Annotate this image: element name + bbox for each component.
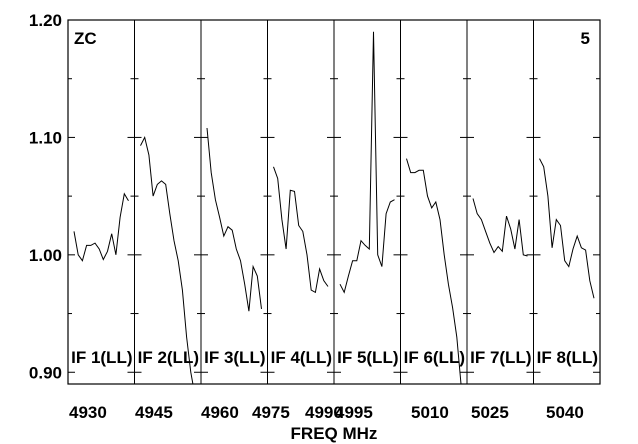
series-label: IF 3(LL) bbox=[204, 348, 265, 367]
series-line bbox=[140, 135, 194, 384]
series-line bbox=[406, 158, 462, 384]
tick-marks bbox=[68, 19, 600, 373]
x-tick-label: 4990 bbox=[305, 403, 343, 422]
x-tick-label: 4945 bbox=[135, 403, 173, 422]
series-line bbox=[73, 192, 129, 262]
y-tick-label: 1.00 bbox=[29, 246, 62, 265]
series-label: IF 4(LL) bbox=[271, 348, 332, 367]
x-tick-label: 4960 bbox=[201, 403, 239, 422]
series-line bbox=[206, 127, 262, 312]
series-label: IF 7(LL) bbox=[470, 348, 531, 367]
series-line bbox=[539, 158, 595, 299]
x-tick-label: 4975 bbox=[252, 403, 290, 422]
y-tick-label: 1.20 bbox=[29, 11, 62, 30]
x-tick-label: 5040 bbox=[546, 403, 584, 422]
corner-label-left: ZC bbox=[74, 29, 97, 48]
corner-label-right: 5 bbox=[581, 29, 590, 48]
labels: 1.20 1.10 1.00 0.90 IF 1(LL) IF 2(LL) IF 3(LL)… bbox=[29, 11, 598, 443]
series-label: IF 6(LL) bbox=[404, 348, 465, 367]
x-axis-label: FREQ MHz bbox=[291, 424, 378, 443]
series-label: IF 1(LL) bbox=[71, 348, 132, 367]
x-tick-label: 5010 bbox=[411, 403, 449, 422]
x-tick-label: 5025 bbox=[471, 403, 509, 422]
y-tick-label: 0.90 bbox=[29, 363, 62, 382]
series-label: IF 8(LL) bbox=[537, 348, 598, 367]
series-line bbox=[472, 198, 528, 257]
x-tick-label: 4930 bbox=[69, 403, 107, 422]
series-line bbox=[273, 166, 329, 294]
series-label: IF 5(LL) bbox=[337, 348, 398, 367]
series-line bbox=[339, 31, 395, 294]
x-tick-label: 4995 bbox=[335, 403, 373, 422]
series-label: IF 2(LL) bbox=[138, 348, 199, 367]
y-tick-label: 1.10 bbox=[29, 128, 62, 147]
series-lines bbox=[73, 31, 595, 384]
plot-frame bbox=[67, 19, 601, 385]
